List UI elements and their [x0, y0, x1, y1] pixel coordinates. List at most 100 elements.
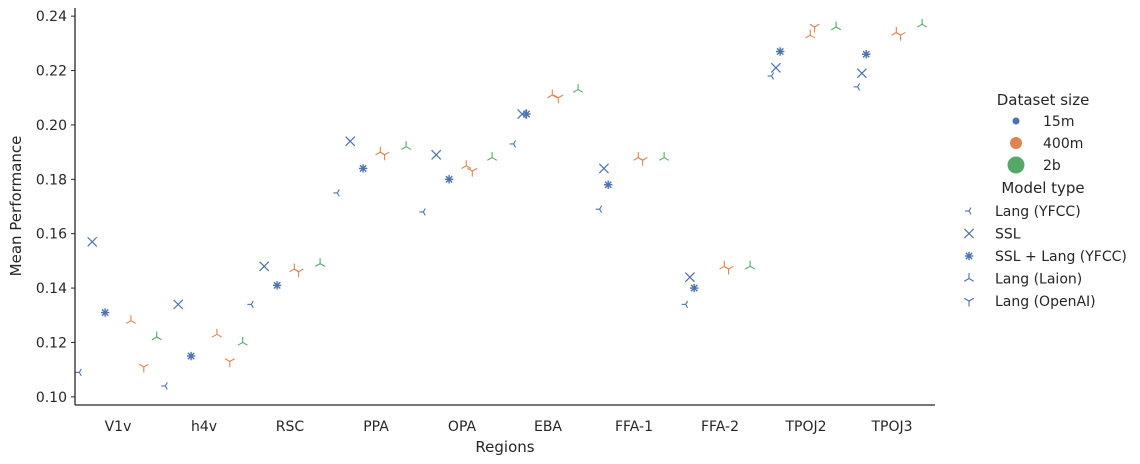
x-tick-label: FFA-2 [701, 419, 739, 435]
data-point [461, 160, 472, 169]
data-point [138, 363, 149, 373]
data-point [659, 152, 670, 161]
x-tick-label: FFA-1 [615, 419, 653, 435]
y-tick-label: 0.10 [36, 390, 67, 406]
x-tick-label: RSC [276, 419, 305, 435]
data-point [805, 29, 816, 39]
data-point [853, 83, 861, 91]
data-point [831, 21, 842, 31]
data-point [186, 351, 196, 361]
data-point [595, 205, 603, 213]
y-tick-label: 0.24 [36, 9, 67, 25]
x-axis-title: Regions [475, 438, 534, 456]
data-point [862, 50, 871, 59]
y-tick-label: 0.22 [36, 64, 67, 80]
model-legend-swatch [963, 273, 975, 282]
model-legend-swatch [965, 207, 972, 215]
data-point [237, 336, 248, 346]
data-point [681, 300, 689, 309]
plot-area [75, 18, 928, 390]
data-point [173, 299, 184, 310]
data-point [809, 23, 820, 33]
data-point [100, 308, 110, 317]
data-point [419, 208, 426, 216]
data-point [719, 260, 730, 270]
data-point [509, 140, 517, 148]
x-tick-label: PPA [363, 419, 389, 435]
model-legend-swatch [963, 297, 975, 307]
y-tick-label: 0.20 [36, 118, 67, 134]
data-point [895, 31, 906, 41]
y-axis-title: Mean Performance [7, 136, 25, 277]
axes: Regions Mean Performance [7, 8, 935, 456]
y-tick-label: 0.18 [36, 172, 67, 188]
data-point [604, 180, 613, 189]
data-point [345, 136, 356, 147]
y-tick-labels: 0.10 0.12 0.14 0.16 0.18 0.20 0.22 0.24 [36, 9, 75, 406]
data-point [633, 152, 644, 161]
y-tick-label: 0.12 [36, 335, 67, 351]
data-point [444, 175, 454, 184]
data-point [379, 151, 390, 161]
data-point [211, 328, 222, 338]
data-point [358, 164, 368, 173]
data-point [776, 47, 785, 56]
data-point [87, 236, 98, 247]
x-tick-label: EBA [534, 419, 562, 435]
data-point [517, 109, 528, 120]
data-point [375, 146, 386, 156]
data-point [75, 368, 82, 377]
size-legend-label: 2b [1043, 158, 1061, 174]
data-point [161, 382, 168, 390]
x-tick-label: TPOJ3 [870, 419, 912, 435]
size-legend-label: 15m [1043, 114, 1074, 130]
data-point [333, 189, 340, 197]
data-point [637, 157, 648, 166]
data-point [573, 84, 584, 93]
model-legend-swatch [964, 251, 974, 261]
y-tick-label: 0.16 [36, 227, 67, 243]
data-point [522, 109, 531, 119]
model-legend-title: Model type [1001, 179, 1084, 197]
data-point [690, 283, 699, 293]
legend: Dataset size Model type 15m 400m 2b Lang (Y… [963, 91, 1127, 310]
model-legend-label: Lang (YFCC) [995, 204, 1081, 220]
x-tick-label: OPA [448, 419, 477, 435]
data-point [259, 261, 270, 272]
model-legend-label: SSL [995, 227, 1021, 243]
data-point [151, 331, 162, 341]
data-point [272, 281, 282, 290]
y-tick-label: 0.14 [36, 281, 67, 297]
size-legend-swatch [1010, 137, 1022, 149]
size-legend-title: Dataset size [997, 91, 1090, 109]
x-tick-labels: V1v h4v RSC PPA OPA EBA FFA-1 FFA-2 TPOJ2 TPOJ3 [105, 419, 913, 435]
data-point [431, 149, 442, 160]
data-point [224, 358, 235, 367]
data-point [723, 265, 734, 275]
data-point [598, 163, 609, 174]
model-legend-label: Lang (Laion) [995, 272, 1082, 288]
data-point [315, 258, 326, 267]
data-point [125, 315, 136, 324]
x-tick-label: TPOJ2 [784, 419, 826, 435]
size-legend-swatch [1007, 156, 1025, 174]
x-tick-label: V1v [105, 419, 132, 435]
data-point [891, 26, 902, 36]
data-point [289, 263, 300, 273]
size-legend-label: 400m [1043, 136, 1083, 152]
data-point [684, 272, 695, 283]
data-point [247, 300, 254, 309]
data-point [553, 94, 564, 104]
data-point [767, 72, 775, 80]
model-legend-swatch [963, 228, 975, 239]
data-point [401, 141, 412, 150]
x-tick-label: h4v [191, 419, 217, 435]
size-legend-swatch [1012, 117, 1020, 125]
data-point [745, 260, 756, 270]
data-point [487, 152, 498, 161]
model-legend-label: SSL + Lang (YFCC) [995, 249, 1127, 265]
model-legend-label: Lang (OpenAI) [995, 294, 1096, 310]
data-point [770, 62, 781, 73]
data-point [917, 18, 928, 28]
